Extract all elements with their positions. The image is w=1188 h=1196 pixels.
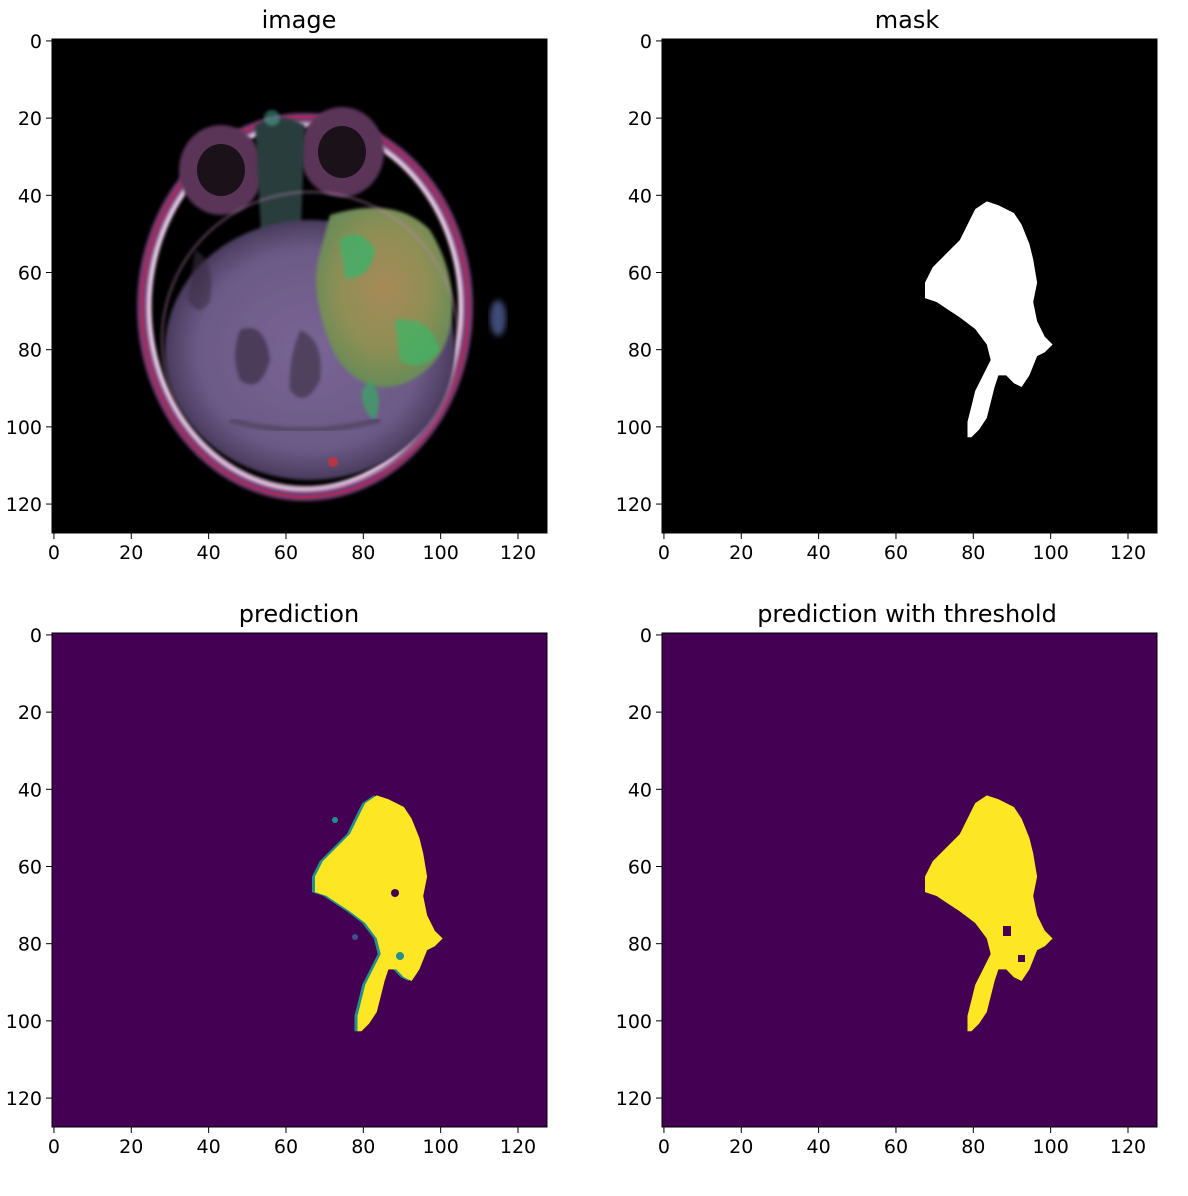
panel-mask: mask 0 20 40 60 80 100 120 0 20 40 60 80 100 120 — [616, 6, 1158, 564]
axes: 0 20 40 60 80 100 120 0 20 40 60 80 100 120 — [616, 31, 1158, 564]
tumor-region — [925, 201, 1053, 438]
y-tick-label: 20 — [18, 702, 42, 724]
x-tick-label: 100 — [423, 1136, 459, 1158]
axes-frame — [661, 632, 1158, 1128]
tumor-region — [925, 795, 1053, 1032]
x-tick-label: 120 — [500, 542, 536, 564]
x-tick-label: 20 — [729, 542, 753, 564]
y-tick-label: 80 — [628, 934, 652, 956]
panel-title: mask — [875, 6, 940, 34]
y-tick-label: 60 — [18, 262, 42, 284]
x-tick-label: 120 — [500, 1136, 536, 1158]
x-tick-label: 80 — [351, 542, 375, 564]
x-tick-label: 60 — [884, 1136, 908, 1158]
y-tick-label: 40 — [628, 779, 652, 801]
y-tick-label: 0 — [30, 625, 42, 647]
speckle — [352, 934, 358, 940]
prediction-background — [52, 633, 547, 1127]
y-tick-label: 80 — [18, 340, 42, 362]
y-tick-label: 20 — [628, 108, 652, 130]
x-tick-label: 40 — [197, 1136, 221, 1158]
x-tick-label: 20 — [119, 1136, 143, 1158]
x-tick-label: 60 — [884, 542, 908, 564]
threshold-background — [662, 633, 1157, 1127]
y-tick-label: 40 — [18, 185, 42, 207]
x-tick-label: 20 — [729, 1136, 753, 1158]
y-tick-label: 80 — [18, 934, 42, 956]
axes-frame — [51, 38, 548, 534]
x-tick-label: 120 — [1110, 1136, 1146, 1158]
axes-frame — [661, 38, 1158, 534]
x-tick-label: 40 — [807, 542, 831, 564]
x-tick-label: 100 — [1033, 542, 1069, 564]
panel-title: prediction with threshold — [757, 600, 1057, 628]
y-tick-label: 60 — [628, 856, 652, 878]
x-tick-label: 120 — [1110, 542, 1146, 564]
hole — [1003, 926, 1011, 936]
y-tick-label: 100 — [6, 417, 42, 439]
x-tick-label: 40 — [807, 1136, 831, 1158]
y-tick-label: 80 — [628, 340, 652, 362]
x-tick-label: 80 — [961, 1136, 985, 1158]
y-tick-label: 20 — [18, 108, 42, 130]
x-tick-label: 80 — [961, 542, 985, 564]
mask-background — [662, 39, 1157, 533]
y-tick-label: 60 — [18, 856, 42, 878]
y-tick-label: 120 — [616, 1088, 652, 1110]
y-tick-label: 60 — [628, 262, 652, 284]
y-tick-label: 100 — [616, 1011, 652, 1033]
panel-title: image — [262, 6, 337, 34]
y-tick-label: 40 — [18, 779, 42, 801]
y-tick-label: 120 — [616, 494, 652, 516]
speckle — [396, 952, 404, 960]
y-tick-label: 100 — [616, 417, 652, 439]
panel-prediction: prediction 0 20 40 60 80 100 120 0 20 40 60 80 100 12… — [6, 600, 548, 1158]
x-tick-label: 60 — [274, 542, 298, 564]
hole — [1018, 955, 1025, 962]
axes: 0 20 40 60 80 100 120 0 20 40 60 80 100 120 — [6, 31, 548, 564]
y-tick-label: 40 — [628, 185, 652, 207]
y-tick-label: 0 — [640, 31, 652, 53]
tumor-region — [315, 795, 443, 1032]
y-tick-label: 120 — [6, 494, 42, 516]
y-tick-label: 0 — [640, 625, 652, 647]
x-tick-label: 0 — [658, 1136, 670, 1158]
x-tick-label: 20 — [119, 542, 143, 564]
axes: 0 20 40 60 80 100 120 0 20 40 60 80 100 120 — [616, 625, 1158, 1158]
x-tick-label: 80 — [351, 1136, 375, 1158]
x-tick-label: 40 — [197, 542, 221, 564]
panel-image: image — [6, 6, 548, 564]
panel-prediction-threshold: prediction with threshold 0 20 40 60 80 100 12… — [616, 600, 1158, 1158]
axes: 0 20 40 60 80 100 120 0 20 40 60 80 100 120 — [6, 625, 548, 1158]
image-area — [52, 39, 547, 533]
x-tick-label: 0 — [658, 542, 670, 564]
panel-title: prediction — [239, 600, 359, 628]
x-tick-label: 100 — [1033, 1136, 1069, 1158]
axes-frame — [51, 632, 548, 1128]
speckle — [391, 889, 399, 897]
x-tick-label: 100 — [423, 542, 459, 564]
y-tick-label: 120 — [6, 1088, 42, 1110]
y-tick-label: 20 — [628, 702, 652, 724]
x-tick-label: 0 — [48, 1136, 60, 1158]
y-tick-label: 0 — [30, 31, 42, 53]
speckle — [332, 817, 338, 823]
x-tick-label: 60 — [274, 1136, 298, 1158]
y-tick-label: 100 — [6, 1011, 42, 1033]
x-tick-label: 0 — [48, 542, 60, 564]
